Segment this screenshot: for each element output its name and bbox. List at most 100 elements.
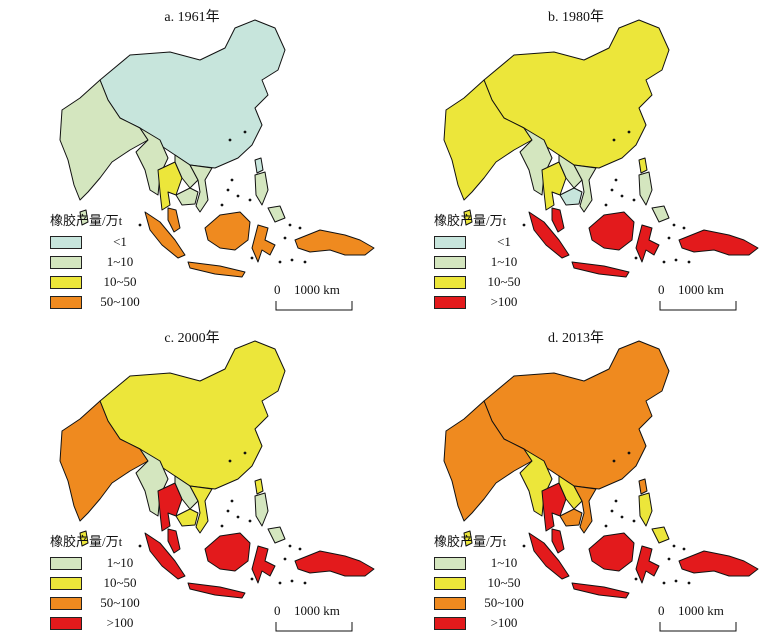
region-sumatra xyxy=(144,211,186,259)
legend-swatch xyxy=(50,295,82,309)
small-island xyxy=(243,130,247,134)
legend-swatch xyxy=(434,556,466,570)
small-island xyxy=(682,226,686,230)
small-island xyxy=(634,256,638,260)
region-sulawesi xyxy=(251,224,276,263)
legend-swatch xyxy=(50,596,82,610)
region-mindanao xyxy=(651,526,670,544)
region-myanmar xyxy=(519,127,553,196)
region-mindanao xyxy=(267,526,286,544)
legend-item: 1~10 xyxy=(50,252,150,272)
scale-distance-label: 1000 km xyxy=(678,282,724,297)
legend-swatch xyxy=(434,295,466,309)
map-panel-2013: d. 2013年 橡胶产量/万t 1~10 10~50 50~100 >100 0 1000… xyxy=(384,321,768,642)
region-vietnam xyxy=(189,164,213,213)
small-island xyxy=(226,509,230,513)
small-island xyxy=(620,515,624,519)
small-island xyxy=(687,581,691,585)
region-malaysia xyxy=(167,207,181,233)
region-india xyxy=(443,79,533,201)
region-srilanka xyxy=(463,530,473,547)
small-island xyxy=(278,581,282,585)
region-newguinea xyxy=(294,550,375,577)
legend-label: 50~100 xyxy=(484,595,524,610)
region-java xyxy=(571,582,630,599)
legend-item: 10~50 xyxy=(50,272,150,292)
region-srilanka xyxy=(79,530,89,547)
region-java xyxy=(571,261,630,278)
region-philippines xyxy=(638,171,653,206)
small-island xyxy=(672,544,676,548)
small-island xyxy=(522,223,526,227)
region-cambodia xyxy=(175,187,199,206)
region-java xyxy=(187,261,246,278)
legend-label: 50~100 xyxy=(100,294,140,309)
small-island xyxy=(250,256,254,260)
legend-title: 橡胶产量/万t xyxy=(434,534,507,549)
legend-item: 1~10 xyxy=(434,252,534,272)
legend-item: <1 xyxy=(434,232,534,252)
scale-zero-label: 0 xyxy=(658,603,665,618)
region-philippines xyxy=(254,171,269,206)
region-map xyxy=(59,19,375,278)
region-sumatra xyxy=(144,532,186,580)
small-island xyxy=(290,258,294,262)
legend-label: >100 xyxy=(106,615,134,630)
small-island xyxy=(228,459,232,463)
region-vietnam xyxy=(189,485,213,534)
legend-swatch xyxy=(434,576,466,590)
legend-swatch xyxy=(434,596,466,610)
legend-swatch xyxy=(50,576,82,590)
panel-title: d. 2013年 xyxy=(548,331,604,346)
small-island xyxy=(248,519,252,523)
scale-bar-line xyxy=(275,301,353,311)
legend-title: 橡胶产量/万t xyxy=(434,213,507,228)
scale-bar-line xyxy=(275,622,353,632)
small-island xyxy=(243,451,247,455)
small-island xyxy=(303,260,307,264)
small-island xyxy=(288,544,292,548)
region-india xyxy=(59,79,149,201)
small-island xyxy=(288,223,292,227)
region-philippines xyxy=(254,492,269,527)
legend-title: 橡胶产量/万t xyxy=(50,213,123,228)
small-island xyxy=(674,579,678,583)
scale-distance-label: 1000 km xyxy=(294,603,340,618)
region-sulawesi xyxy=(635,545,660,584)
small-island xyxy=(522,544,526,548)
legend-item: <1 xyxy=(50,232,150,252)
legend: 橡胶产量/万t 1~10 10~50 50~100 >100 xyxy=(50,531,150,633)
legend-label: <1 xyxy=(497,234,511,249)
legend-item: 50~100 xyxy=(434,593,534,613)
small-island xyxy=(283,236,287,240)
small-island xyxy=(682,547,686,551)
legend-label: 10~50 xyxy=(103,274,137,289)
legend-label: 1~10 xyxy=(106,555,134,570)
region-mindanao xyxy=(651,205,670,223)
small-island xyxy=(674,258,678,262)
region-cambodia xyxy=(559,187,583,206)
region-borneo xyxy=(588,532,635,572)
region-srilanka xyxy=(79,209,89,226)
legend-item: 1~10 xyxy=(434,553,534,573)
scale-bar: 0 1000 km xyxy=(274,282,374,320)
region-vietnam xyxy=(573,485,597,534)
legend-label: 1~10 xyxy=(490,254,518,269)
region-sumatra xyxy=(528,532,570,580)
legend-label: 1~10 xyxy=(490,555,518,570)
region-taiwan xyxy=(638,478,648,495)
scale-bar: 0 1000 km xyxy=(274,603,374,641)
region-india xyxy=(59,400,149,522)
small-island xyxy=(612,459,616,463)
scale-bar-line xyxy=(659,301,737,311)
small-island xyxy=(298,547,302,551)
region-malaysia xyxy=(551,207,565,233)
region-newguinea xyxy=(678,550,759,577)
small-island xyxy=(662,260,666,264)
legend-item: >100 xyxy=(50,613,150,633)
region-taiwan xyxy=(254,478,264,495)
legend: 橡胶产量/万t <1 1~10 10~50 50~100 xyxy=(50,210,150,312)
scale-bar-line xyxy=(659,622,737,632)
small-island xyxy=(303,581,307,585)
legend-label: 10~50 xyxy=(487,274,521,289)
